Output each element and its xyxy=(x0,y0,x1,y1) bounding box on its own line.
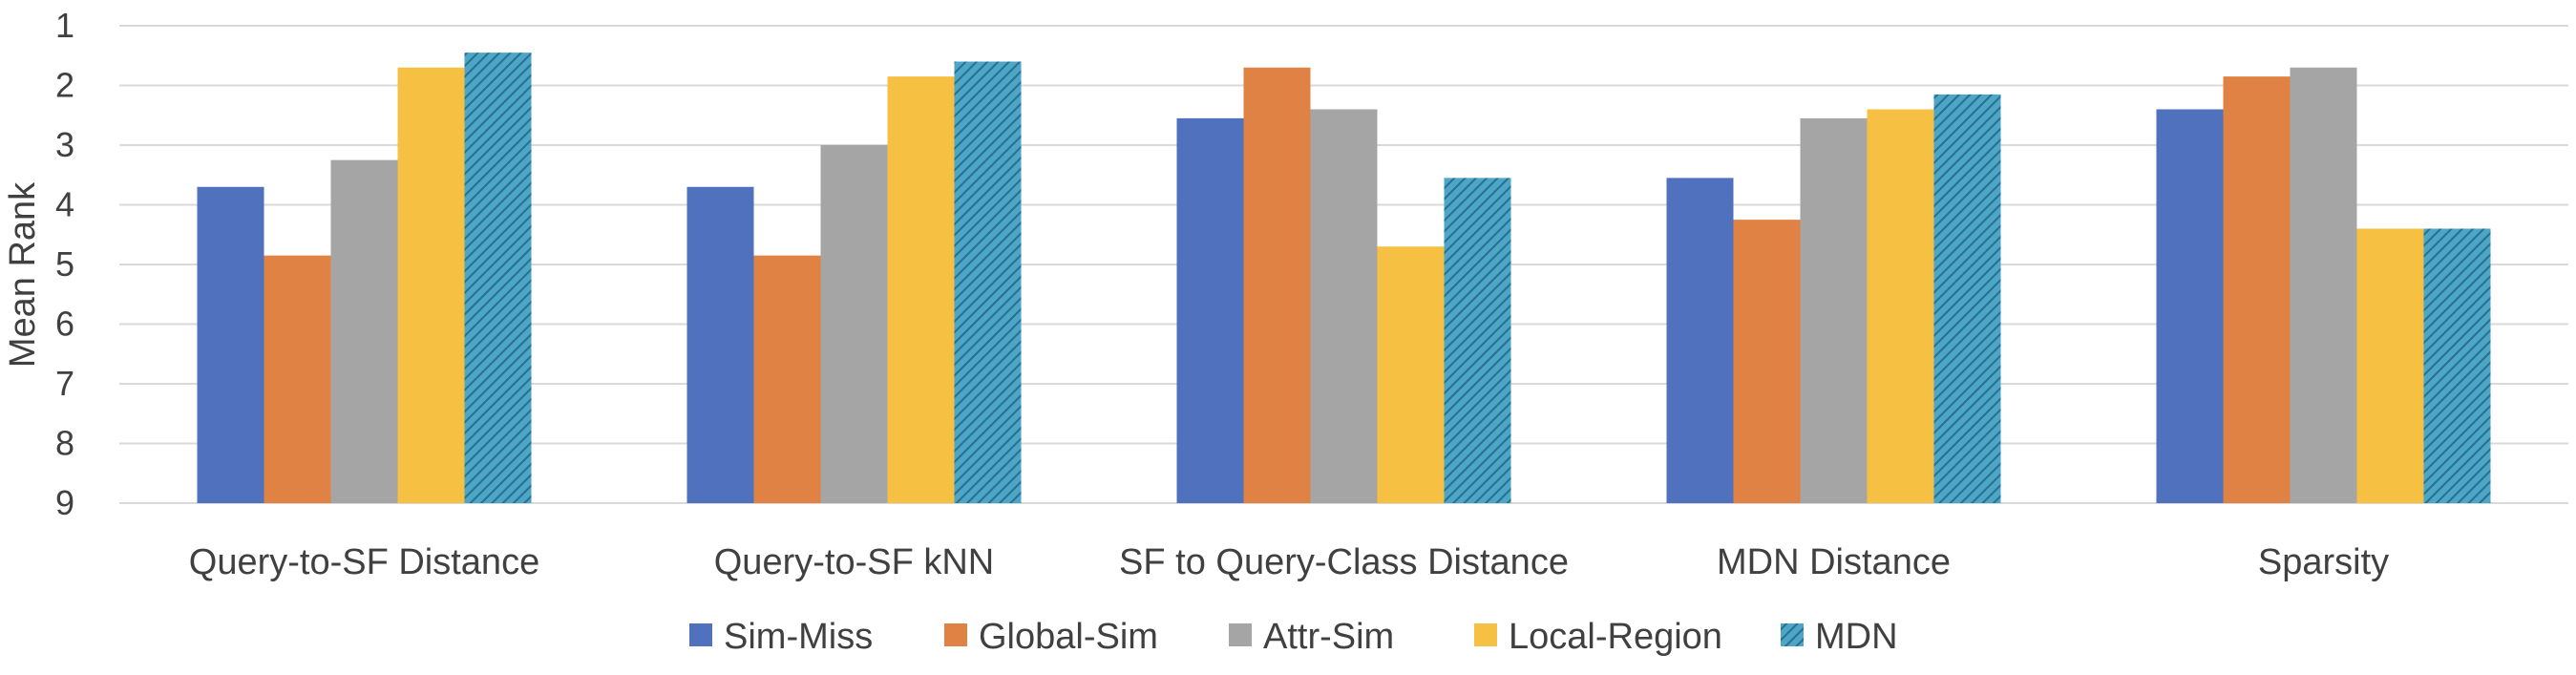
legend-label: Global-Sim xyxy=(979,617,1158,657)
y-tick-label: 9 xyxy=(55,483,74,522)
x-category-label: Query-to-SF Distance xyxy=(189,542,539,582)
x-axis-categories: Query-to-SF Distance Query-to-SF kNN SF to… xyxy=(189,542,2389,582)
x-category-label: Query-to-SF kNN xyxy=(714,542,994,582)
legend-label: Sim-Miss xyxy=(724,617,873,657)
y-tick-label: 1 xyxy=(55,6,74,45)
bar xyxy=(1377,246,1445,503)
bar xyxy=(954,61,1022,503)
bar xyxy=(2223,76,2291,503)
y-axis-title: Mean Rank xyxy=(3,181,43,368)
bar xyxy=(1444,178,1511,503)
bar xyxy=(2423,228,2491,503)
legend-swatch xyxy=(944,623,967,646)
legend-swatch xyxy=(1229,623,1252,646)
bar xyxy=(1243,67,1311,503)
legend-swatch xyxy=(689,623,712,646)
bar xyxy=(2156,109,2224,503)
bar xyxy=(330,159,398,503)
bar xyxy=(464,53,532,503)
y-tick-label: 4 xyxy=(55,185,74,224)
bar xyxy=(2290,67,2357,503)
x-category-label: SF to Query-Class Distance xyxy=(1119,542,1569,582)
legend: Sim-Miss Global-Sim Attr-Sim Local-Region MD… xyxy=(689,617,1898,657)
x-category-label: Sparsity xyxy=(2258,542,2389,582)
y-tick-label: 7 xyxy=(55,364,74,403)
y-tick-label: 3 xyxy=(55,125,74,164)
bar xyxy=(686,186,754,503)
bar xyxy=(1733,220,1801,503)
bar xyxy=(1933,94,2001,503)
bar xyxy=(264,255,331,503)
y-tick-label: 5 xyxy=(55,244,74,284)
legend-label: Attr-Sim xyxy=(1263,617,1394,657)
bar xyxy=(820,145,888,503)
y-tick-label: 2 xyxy=(55,66,74,105)
bar xyxy=(1867,109,1934,503)
bar xyxy=(753,255,821,503)
legend-swatch xyxy=(1781,623,1804,646)
x-category-label: MDN Distance xyxy=(1717,542,1951,582)
bar xyxy=(2356,228,2424,503)
legend-swatch xyxy=(1474,623,1497,646)
y-tick-label: 6 xyxy=(55,305,74,344)
bar xyxy=(197,186,264,503)
bar xyxy=(1176,117,1244,503)
legend-label: Local-Region xyxy=(1509,617,1722,657)
bars xyxy=(197,53,2491,503)
bar xyxy=(1666,178,1734,503)
y-tick-label: 8 xyxy=(55,424,74,463)
bar xyxy=(1800,117,1868,503)
y-axis-ticks: 1 2 3 4 5 6 7 8 9 xyxy=(55,6,74,522)
bar xyxy=(887,76,955,503)
bar xyxy=(397,67,465,503)
legend-label: MDN xyxy=(1815,617,1898,657)
bar xyxy=(1310,109,1378,503)
